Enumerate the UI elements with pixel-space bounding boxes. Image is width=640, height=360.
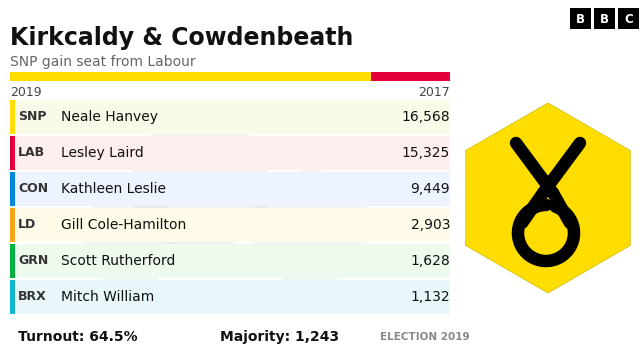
FancyBboxPatch shape — [10, 100, 450, 134]
Text: 16,568: 16,568 — [401, 110, 450, 124]
Text: LAB: LAB — [18, 147, 45, 159]
FancyBboxPatch shape — [10, 208, 450, 242]
FancyBboxPatch shape — [10, 100, 15, 134]
Text: 2017: 2017 — [419, 86, 450, 99]
FancyBboxPatch shape — [10, 244, 450, 278]
FancyBboxPatch shape — [10, 136, 15, 170]
Polygon shape — [132, 107, 268, 263]
Text: Majority: 1,243: Majority: 1,243 — [220, 330, 339, 344]
Text: Scott Rutherford: Scott Rutherford — [61, 254, 175, 268]
Text: Neale Hanvey: Neale Hanvey — [61, 110, 158, 124]
FancyBboxPatch shape — [570, 8, 591, 29]
Text: C: C — [624, 13, 633, 26]
Text: SNP gain seat from Labour: SNP gain seat from Labour — [10, 55, 196, 69]
FancyBboxPatch shape — [10, 280, 15, 314]
Text: 1,628: 1,628 — [410, 254, 450, 268]
FancyBboxPatch shape — [371, 72, 450, 81]
Text: 9,449: 9,449 — [410, 182, 450, 196]
Text: CON: CON — [18, 183, 48, 195]
Text: B: B — [576, 13, 585, 26]
Text: B: B — [600, 13, 609, 26]
FancyBboxPatch shape — [10, 172, 450, 206]
FancyBboxPatch shape — [594, 8, 615, 29]
Text: Gill Cole-Hamilton: Gill Cole-Hamilton — [61, 218, 186, 232]
Text: BRX: BRX — [18, 291, 47, 303]
FancyBboxPatch shape — [10, 172, 15, 206]
Text: 15,325: 15,325 — [402, 146, 450, 160]
Text: 2,903: 2,903 — [410, 218, 450, 232]
Polygon shape — [83, 185, 178, 295]
FancyBboxPatch shape — [10, 72, 371, 81]
Text: 2019: 2019 — [10, 86, 42, 99]
Text: ELECTION 2019: ELECTION 2019 — [380, 332, 470, 342]
Text: Lesley Laird: Lesley Laird — [61, 146, 144, 160]
Polygon shape — [253, 165, 366, 295]
Text: 1,132: 1,132 — [410, 290, 450, 304]
FancyBboxPatch shape — [10, 244, 15, 278]
FancyBboxPatch shape — [618, 8, 639, 29]
FancyBboxPatch shape — [10, 208, 15, 242]
FancyBboxPatch shape — [10, 136, 450, 170]
Text: Mitch William: Mitch William — [61, 290, 154, 304]
Text: Kirkcaldy & Cowdenbeath: Kirkcaldy & Cowdenbeath — [10, 26, 353, 50]
Polygon shape — [466, 103, 630, 293]
Text: SNP: SNP — [18, 111, 47, 123]
Text: Kathleen Leslie: Kathleen Leslie — [61, 182, 166, 196]
Text: Turnout: 64.5%: Turnout: 64.5% — [18, 330, 138, 344]
FancyBboxPatch shape — [10, 280, 450, 314]
Text: GRN: GRN — [18, 255, 48, 267]
Text: LD: LD — [18, 219, 36, 231]
